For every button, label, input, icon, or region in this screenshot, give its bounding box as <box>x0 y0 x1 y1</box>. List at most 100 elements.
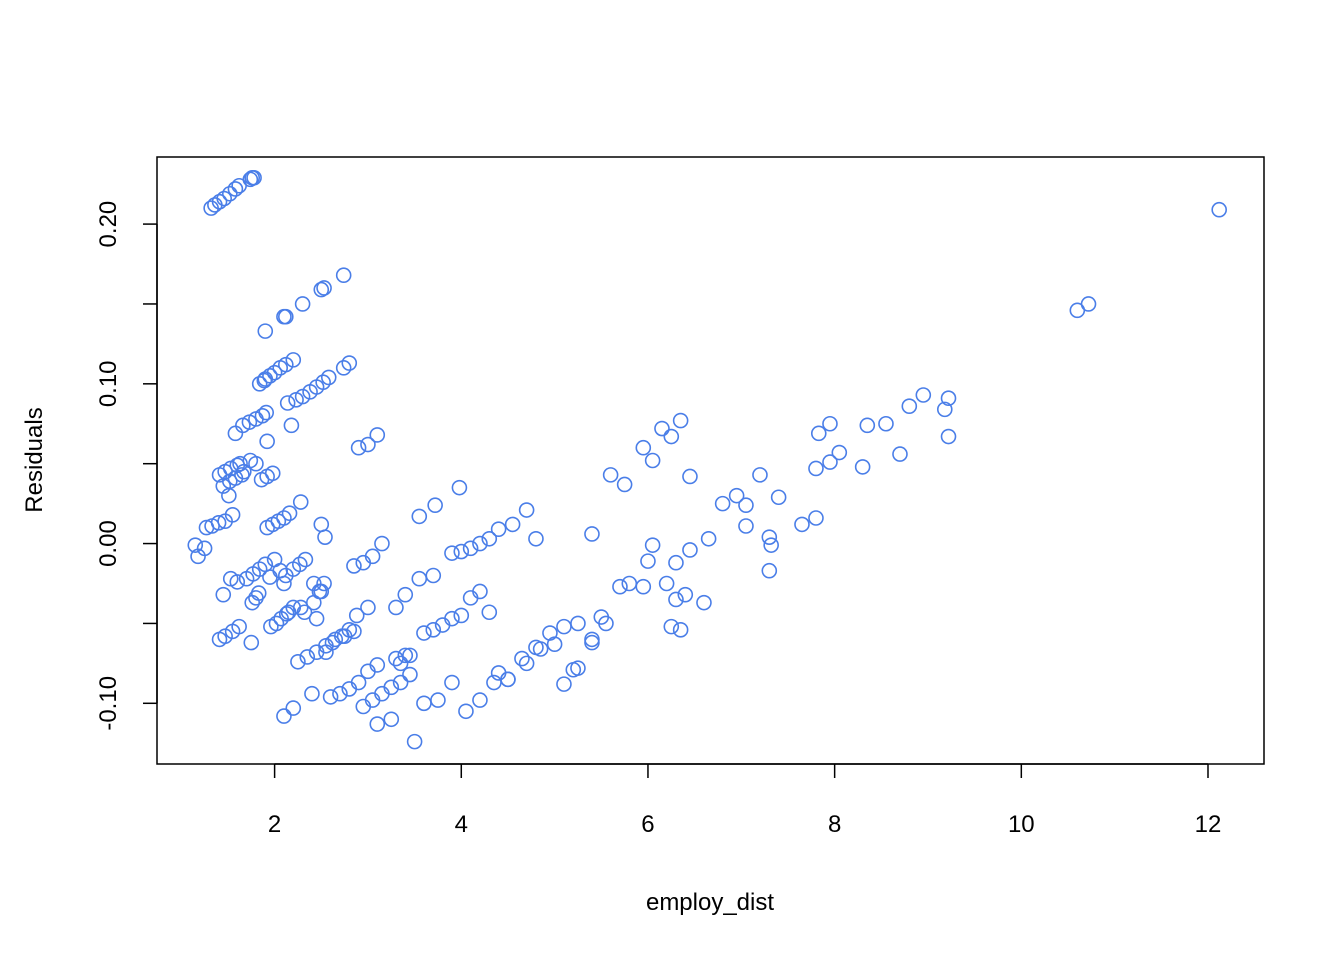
data-point <box>451 479 468 496</box>
data-point <box>316 575 332 592</box>
data-point <box>672 412 689 429</box>
data-point <box>1080 296 1097 312</box>
data-point <box>556 618 572 635</box>
data-point <box>490 521 507 537</box>
data-point <box>714 495 731 512</box>
y-tick-label: -0.10 <box>95 676 122 731</box>
data-point <box>752 467 768 483</box>
data-point <box>383 679 400 696</box>
data-point <box>444 610 460 627</box>
data-point <box>234 467 250 483</box>
data-point <box>504 516 521 533</box>
data-point <box>222 185 238 202</box>
data-point <box>210 514 227 531</box>
data-point <box>481 530 498 547</box>
data-point <box>915 387 932 403</box>
data-point <box>738 497 754 514</box>
data-point <box>276 510 292 526</box>
data-point <box>306 594 322 611</box>
data-point <box>728 487 745 504</box>
data-point <box>416 625 432 641</box>
data-point <box>350 439 367 456</box>
data-point <box>430 692 446 708</box>
data-point <box>392 655 409 672</box>
data-point <box>348 607 365 624</box>
data-point <box>224 507 241 523</box>
data-point <box>1211 201 1227 218</box>
data-point <box>640 553 656 569</box>
data-point <box>621 575 638 592</box>
data-point <box>518 655 535 672</box>
data-point <box>221 487 237 504</box>
data-point <box>276 575 292 592</box>
data-point <box>231 618 247 635</box>
data-point <box>672 622 689 638</box>
data-point <box>248 455 264 472</box>
data-point <box>500 671 516 688</box>
data-point <box>227 425 244 442</box>
data-point <box>350 674 367 691</box>
data-point <box>268 615 285 632</box>
data-point <box>346 623 362 640</box>
data-point <box>229 574 246 590</box>
data-point <box>936 401 953 418</box>
data-point <box>281 505 298 522</box>
data-point <box>831 444 848 461</box>
data-point <box>411 508 428 525</box>
data-point <box>332 685 348 702</box>
x-tick-label: 8 <box>828 811 841 838</box>
x-tick-label: 2 <box>268 811 281 838</box>
data-point <box>313 516 330 533</box>
y-axis: -0.10 0.00 0.10 0.20 <box>95 201 158 731</box>
data-point <box>658 575 675 592</box>
data-point <box>458 703 474 720</box>
data-point <box>808 510 824 526</box>
data-point <box>276 708 292 724</box>
x-axis: 2 4 6 8 10 12 <box>268 763 1221 838</box>
data-point <box>216 190 233 207</box>
data-point <box>187 537 204 553</box>
x-tick-label: 4 <box>455 811 468 838</box>
data-point <box>232 455 248 472</box>
data-point <box>901 398 918 414</box>
data-point <box>360 436 376 453</box>
data-point <box>663 618 680 635</box>
data-point <box>700 530 717 547</box>
data-point <box>251 561 268 577</box>
data-point <box>215 586 232 603</box>
data-point <box>402 647 418 664</box>
data-point <box>383 711 400 728</box>
data-point <box>335 267 352 284</box>
data-point <box>244 594 261 611</box>
data-point <box>794 516 810 533</box>
data-point <box>668 591 684 608</box>
data-point <box>292 494 309 510</box>
data-point <box>453 543 470 560</box>
data-point <box>810 425 827 442</box>
data-point <box>364 548 381 565</box>
data-point <box>369 427 386 443</box>
data-point <box>276 308 292 325</box>
data-point <box>481 604 498 621</box>
data-point <box>416 695 432 712</box>
data-point <box>528 530 544 547</box>
data-point <box>612 578 628 595</box>
data-point <box>227 181 244 197</box>
x-tick-label: 10 <box>1008 811 1035 838</box>
data-point <box>279 395 296 411</box>
data-point <box>250 585 267 601</box>
data-point <box>317 529 333 545</box>
y-tick-label: 0.00 <box>95 520 122 567</box>
data-point <box>294 296 311 312</box>
data-point <box>644 452 661 469</box>
data-point <box>761 529 778 545</box>
data-point <box>854 459 871 475</box>
data-point <box>514 650 530 667</box>
data-point <box>822 415 838 432</box>
data-point <box>472 583 488 600</box>
data-point <box>296 604 313 621</box>
data-point <box>598 615 614 632</box>
data-point <box>262 368 278 384</box>
data-point <box>254 407 271 424</box>
plot-frame <box>156 156 1265 765</box>
